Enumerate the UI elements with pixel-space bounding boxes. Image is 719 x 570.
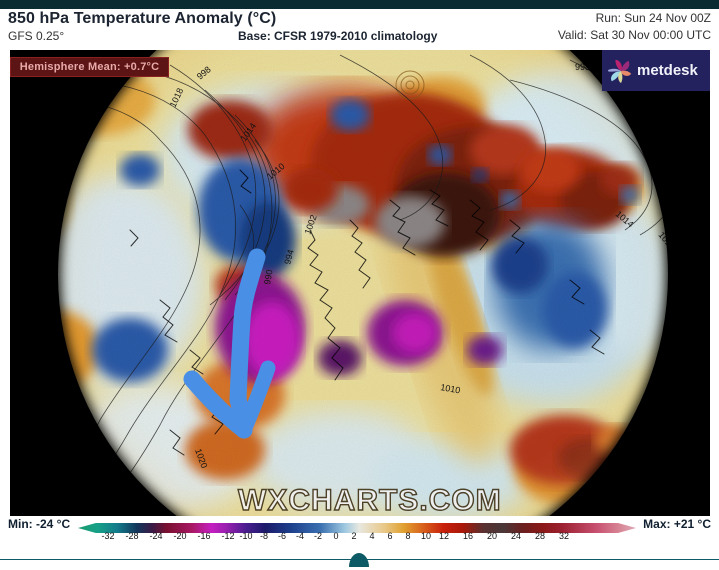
svg-text:28: 28 bbox=[535, 531, 545, 541]
svg-text:6: 6 bbox=[387, 531, 392, 541]
svg-text:998: 998 bbox=[575, 62, 590, 72]
svg-text:-24: -24 bbox=[149, 531, 162, 541]
svg-text:WXCHARTS.COM: WXCHARTS.COM bbox=[238, 484, 502, 516]
svg-text:-20: -20 bbox=[173, 531, 186, 541]
svg-text:12: 12 bbox=[439, 531, 449, 541]
svg-text:-8: -8 bbox=[260, 531, 268, 541]
svg-text:24: 24 bbox=[511, 531, 521, 541]
svg-text:-28: -28 bbox=[125, 531, 138, 541]
svg-text:-10: -10 bbox=[239, 531, 252, 541]
svg-text:20: 20 bbox=[487, 531, 497, 541]
svg-text:-2: -2 bbox=[314, 531, 322, 541]
svg-text:-4: -4 bbox=[296, 531, 304, 541]
svg-text:4: 4 bbox=[369, 531, 374, 541]
svg-text:10: 10 bbox=[421, 531, 431, 541]
svg-text:16: 16 bbox=[463, 531, 473, 541]
svg-text:32: 32 bbox=[559, 531, 569, 541]
svg-text:-32: -32 bbox=[101, 531, 114, 541]
svg-text:-12: -12 bbox=[221, 531, 234, 541]
svg-text:-6: -6 bbox=[278, 531, 286, 541]
svg-text:0: 0 bbox=[333, 531, 338, 541]
svg-text:2: 2 bbox=[351, 531, 356, 541]
svg-text:8: 8 bbox=[405, 531, 410, 541]
svg-text:1006: 1006 bbox=[45, 87, 65, 109]
svg-text:-16: -16 bbox=[197, 531, 210, 541]
svg-text:1010: 1010 bbox=[32, 289, 45, 310]
